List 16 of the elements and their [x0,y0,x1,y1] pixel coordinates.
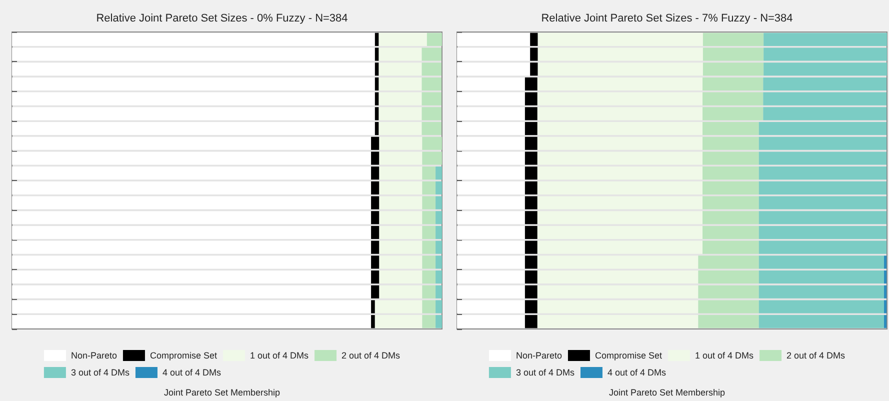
legend-label: Non-Pareto [70,350,117,360]
legend-label: Non-Pareto [516,350,562,360]
legend-label: 1 out of 4 DMs [250,350,310,360]
legend-label: 1 out of 4 DMs [694,350,754,360]
legend-label: Compromise Set [150,350,218,360]
legend-label: 3 out of 4 DMs [516,368,575,378]
legend-label: 2 out of 4 DMs [786,350,846,360]
chart-title: Relative Joint Pareto Set Sizes - 7% Fuzzy - N=384 [541,12,793,24]
legend-label: 3 out of 4 DMs [70,368,130,378]
chart-title: Relative Joint Pareto Set Sizes - 0% Fuzzy - N=384 [96,12,348,24]
color-bar-title: Joint Pareto Set Membership [164,388,280,398]
legend-label: Compromise Set [594,350,662,360]
legend-label: 4 out of 4 DMs [607,368,667,378]
color-bar-title: Joint Pareto Set Membership [608,388,726,398]
legend-label: 2 out of 4 DMs [342,350,401,360]
legend-label: 4 out of 4 DMs [162,368,222,378]
